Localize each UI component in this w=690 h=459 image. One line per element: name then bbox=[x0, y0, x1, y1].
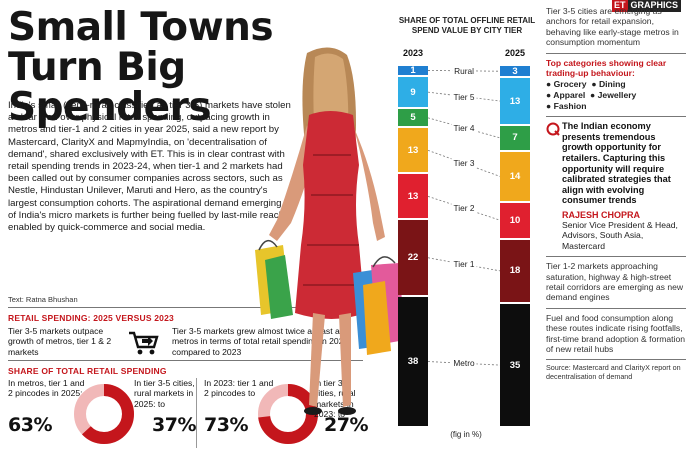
byline: Text: Ratna Bhushan bbox=[8, 295, 78, 304]
chart-segment-tier-4: 7 bbox=[500, 125, 530, 151]
chart-segment-tier-1: 18 bbox=[500, 239, 530, 303]
share-label-rural-2025: In tier 3-5 cities, rural markets in 202… bbox=[134, 378, 195, 409]
chart-segment-rural: 1 bbox=[398, 65, 428, 76]
source-note: Source: Mastercard and ClarityX report o… bbox=[546, 363, 681, 382]
chart-label-metro: Metro bbox=[451, 358, 477, 369]
retail-left-text: Tier 3-5 markets outpace growth of metro… bbox=[8, 326, 112, 357]
share-heading: SHARE OF TOTAL RETAIL SPENDING bbox=[8, 366, 167, 376]
quote-block: The Indian economy presents tremendous g… bbox=[546, 121, 686, 251]
chart-segment-tier-3: 14 bbox=[500, 152, 530, 201]
quote-text: The Indian economy presents tremendous g… bbox=[562, 121, 671, 206]
chart-note: (fig in %) bbox=[450, 430, 482, 439]
chart-title: SHARE OF TOTAL OFFLINE RETAIL SPEND VALU… bbox=[398, 16, 536, 35]
shopping-cart-icon bbox=[128, 330, 160, 356]
divider bbox=[8, 307, 363, 308]
chart-segment-rural: 3 bbox=[500, 66, 530, 77]
divider bbox=[8, 360, 363, 361]
chart-segment-tier-5: 9 bbox=[398, 76, 428, 108]
right-intro: Tier 3-5 cities are emerging as anchors … bbox=[546, 6, 679, 48]
chart-label-tier-3: Tier 3 bbox=[451, 158, 477, 169]
chart-segment-tier-1: 22 bbox=[398, 220, 428, 296]
note-saturation: Tier 1-2 markets approaching saturation,… bbox=[546, 261, 684, 303]
chart-connector-tier-3 bbox=[428, 149, 500, 177]
chart-label-rural: Rural bbox=[452, 65, 476, 76]
chart-label-tier-1: Tier 1 bbox=[451, 259, 477, 270]
category-item: Apparel bbox=[553, 90, 586, 101]
category-bullet: ● bbox=[591, 79, 599, 90]
retail-right-text: Tier 3-5 markets grew almost twice as fa… bbox=[172, 326, 349, 357]
chart-segment-tier-2: 10 bbox=[500, 202, 530, 238]
chart-segment-tier-3: 13 bbox=[398, 128, 428, 173]
category-item: Dining bbox=[598, 79, 626, 90]
categories-list: ● Grocery ● Dining ● Apparel ● Jewellery… bbox=[546, 79, 686, 111]
divider bbox=[546, 52, 686, 54]
share-label-metro-2023: In 2023: tier 1 and 2 pincodes to bbox=[204, 378, 274, 399]
quote-name: RAJESH CHOPRA bbox=[562, 209, 641, 220]
divider bbox=[546, 256, 686, 258]
category-bullet: ● bbox=[546, 90, 554, 101]
category-bullet: ● bbox=[590, 90, 598, 101]
retail-spending-heading: RETAIL SPENDING: 2025 VERSUS 2023 bbox=[8, 313, 174, 323]
article-body: India's small (semi-rural, classified as… bbox=[8, 100, 298, 234]
divider bbox=[546, 307, 686, 309]
share-value-metro-2025: 63% bbox=[8, 414, 52, 436]
chart-segment-tier-2: 13 bbox=[398, 174, 428, 219]
logo-et: ET bbox=[612, 0, 628, 12]
chart-year-2023: 2023 bbox=[402, 48, 424, 58]
chart-segment-metro: 38 bbox=[398, 297, 428, 426]
et-graphics-logo: ET GRAPHICS bbox=[612, 0, 682, 12]
category-bullet: ● bbox=[546, 79, 554, 90]
shopper-illustration bbox=[255, 45, 405, 440]
logo-graphics: GRAPHICS bbox=[627, 0, 682, 12]
chart-segment-tier-5: 13 bbox=[500, 78, 530, 124]
chart-segment-tier-4: 5 bbox=[398, 109, 428, 127]
share-value-metro-2023: 73% bbox=[204, 414, 248, 436]
note-fuel-food: Fuel and food consumption along these ro… bbox=[546, 312, 685, 355]
page-title: Small Towns Turn Big Spenders bbox=[8, 5, 274, 130]
chart-label-tier-4: Tier 4 bbox=[451, 122, 477, 133]
chart-label-tier-2: Tier 2 bbox=[451, 203, 477, 214]
category-item: Fashion bbox=[553, 100, 587, 111]
share-value-rural-2025: 37% bbox=[152, 414, 196, 436]
category-item: Jewellery bbox=[597, 90, 637, 101]
chart-label-tier-5: Tier 5 bbox=[451, 91, 477, 102]
divider bbox=[546, 116, 686, 118]
quote-role: Senior Vice President & Head, Advisors, … bbox=[562, 219, 678, 251]
share-label-rural-2023: In tier 3-5 cities, rural markets in 202… bbox=[314, 378, 356, 420]
share-value-rural-2023: 27% bbox=[324, 414, 368, 436]
chart-segment-metro: 35 bbox=[500, 304, 530, 426]
categories-heading: Top categories showing clear trading-up … bbox=[546, 57, 667, 79]
donut-2025 bbox=[72, 382, 136, 451]
divider bbox=[196, 378, 197, 448]
category-item: Grocery bbox=[553, 79, 587, 90]
donut-fill bbox=[74, 384, 134, 444]
share-label-metro-2025: In metros, tier 1 and 2 pincodes in 2025… bbox=[8, 378, 85, 399]
right-panel: Tier 3-5 cities are emerging as anchors … bbox=[546, 6, 686, 382]
chart-year-2025: 2025 bbox=[504, 48, 526, 58]
chart-bar-2023: 1 9 5 13 13 22 38 bbox=[398, 65, 428, 426]
category-bullet: ● bbox=[546, 100, 554, 111]
chart-bar-2025: 3 13 7 14 10 18 35 bbox=[500, 66, 530, 426]
share-row: In metros, tier 1 and 2 pincodes in 2025… bbox=[8, 378, 368, 453]
quote-icon bbox=[546, 122, 560, 136]
chart-tier-labels: Rural Tier 5 Tier 4 Tier 3 Tier 2 Tier 1 Metro bbox=[428, 65, 500, 426]
divider bbox=[546, 359, 686, 361]
